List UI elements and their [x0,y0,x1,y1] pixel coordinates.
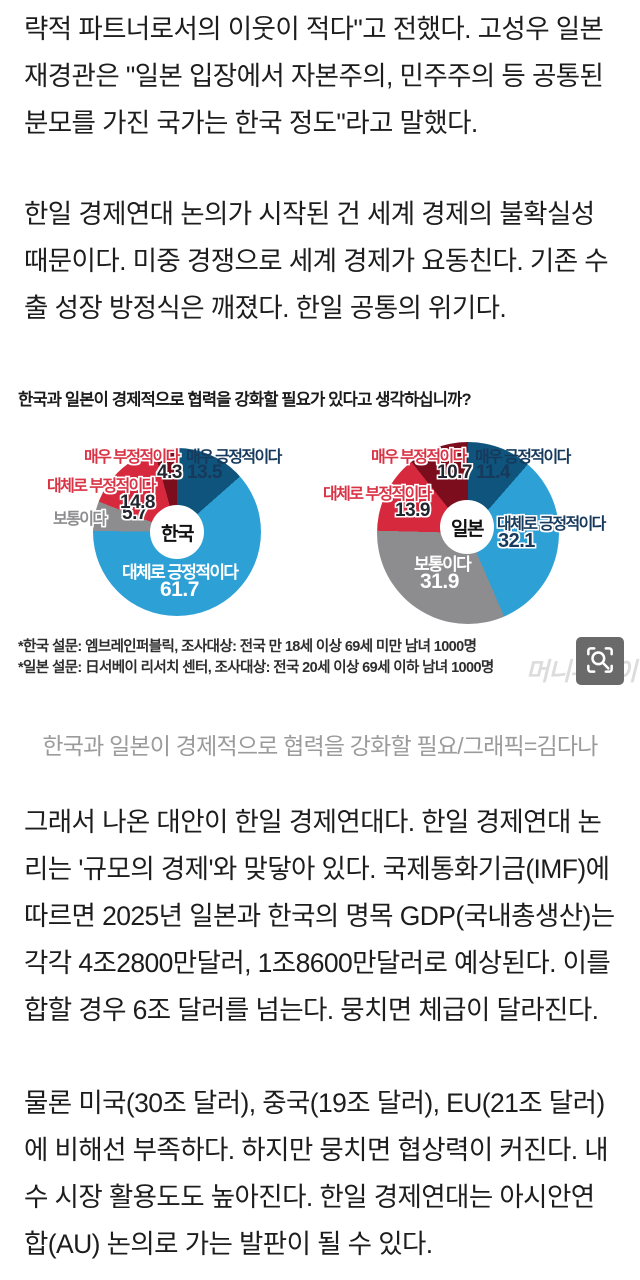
article-paragraph: 그래서 나온 대안이 한일 경제연대다. 한일 경제연대 논리는 '규모의 경제… [24,807,615,1025]
slice-label: 대체로 부정적이다 [47,478,156,495]
slice-label: 대체로 긍정적이다 [497,516,606,533]
slice-label: 보통이다 [53,511,107,528]
slice-value: 61.7 [160,578,199,601]
slice-label: 보통이다 [414,555,472,574]
slice-value: 13.5 [187,462,222,483]
slice-value: 5.7 [122,503,147,524]
slice-label: 매우 부정적이다 [371,449,467,466]
slice-label: 매우 긍정적이다 [186,449,282,466]
survey-figure: 한국과 일본이 경제적으로 협력을 강화할 필요가 있다고 생각하십니까? 한국… [0,376,640,713]
donut-center-label-korea: 한국 [150,505,204,559]
slice-value: 13.9 [395,500,430,521]
slice-label: 매우 부정적이다 [84,449,180,466]
survey-footnotes: *한국 설문: 엠브레인퍼블릭, 조사대상: 전국 만 18세 이상 69세 미… [18,637,494,679]
figure-caption: 한국과 일본이 경제적으로 협력을 강화할 필요/그래픽=김다나 [42,733,598,759]
slice-label: 대체로 긍정적이다 [122,563,239,582]
slice-label: 매우 긍정적이다 [475,449,571,466]
image-zoom-button[interactable] [576,637,624,685]
slice-value: 4.3 [157,462,182,483]
article-paragraph: 물론 미국(30조 달러), 중국(19조 달러), EU(21조 달러)에 비… [24,1088,609,1259]
article-paragraph: 략적 파트너로서의 이웃이 적다"고 전했다. 고성우 일본 재경관은 "일본 … [24,14,604,138]
slice-value: 11.4 [476,462,510,483]
article-paragraph: 한일 경제연대 논의가 시작된 건 세계 경제의 불확실성 때문이다. 미중 경… [24,199,609,323]
slice-value: 32.1 [498,530,535,552]
slice-label: 대체로 부정적이다 [323,486,432,503]
slice-value: 14.8 [120,492,155,513]
footnote-line: *일본 설문: 日서베이 리서치 센터, 조사대상: 전국 20세 이상 69세… [18,660,494,676]
magnifier-icon [580,640,620,683]
slice-value: 10.7 [437,462,472,483]
donut-center-label-japan: 일본 [440,500,494,554]
slice-value: 31.9 [420,570,459,593]
chart-question-title: 한국과 일본이 경제적으로 협력을 강화할 필요가 있다고 생각하십니까? [18,391,472,409]
footnote-line: *한국 설문: 엠브레인퍼블릭, 조사대상: 전국 만 18세 이상 69세 미… [18,639,477,655]
